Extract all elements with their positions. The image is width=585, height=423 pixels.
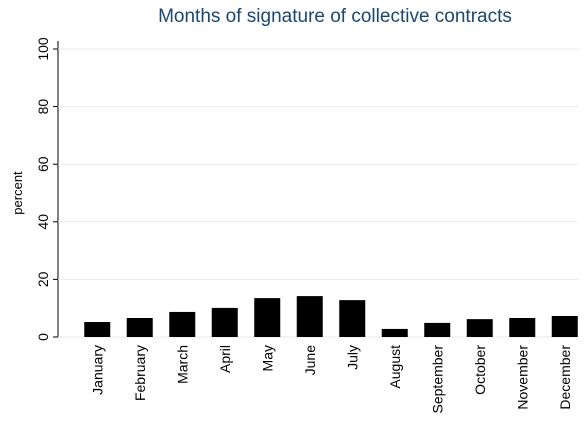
bar [254, 298, 281, 337]
x-tick-label: January [89, 345, 105, 395]
x-tick-label: August [387, 345, 403, 389]
x-tick-label: May [259, 345, 275, 371]
bar [424, 322, 451, 337]
bar [211, 307, 238, 337]
y-tick-label: 80 [35, 99, 51, 115]
bar [381, 328, 408, 337]
x-tick-label: September [429, 345, 445, 414]
y-tick-label: 40 [35, 214, 51, 230]
bar [126, 317, 153, 337]
bar [296, 296, 323, 337]
bar [551, 315, 578, 337]
bar [84, 322, 111, 337]
y-tick-label: 60 [35, 156, 51, 172]
x-tick-label: February [132, 345, 148, 401]
bar [169, 311, 196, 337]
y-tick-label: 0 [35, 333, 51, 341]
y-tick-label: 20 [35, 271, 51, 287]
x-tick-label: April [217, 345, 233, 373]
y-tick-label: 100 [35, 37, 51, 61]
x-tick-label: July [344, 345, 360, 370]
bar [339, 300, 366, 337]
x-tick-label: June [302, 345, 318, 376]
y-axis-label: percent [10, 171, 25, 215]
bar [466, 319, 493, 337]
chart-title: Months of signature of collective contra… [158, 6, 512, 27]
x-tick-label: December [557, 345, 573, 410]
bar [509, 317, 536, 337]
x-tick-label: November [514, 345, 530, 410]
x-tick-label: October [472, 345, 488, 395]
x-tick-label: March [174, 345, 190, 384]
